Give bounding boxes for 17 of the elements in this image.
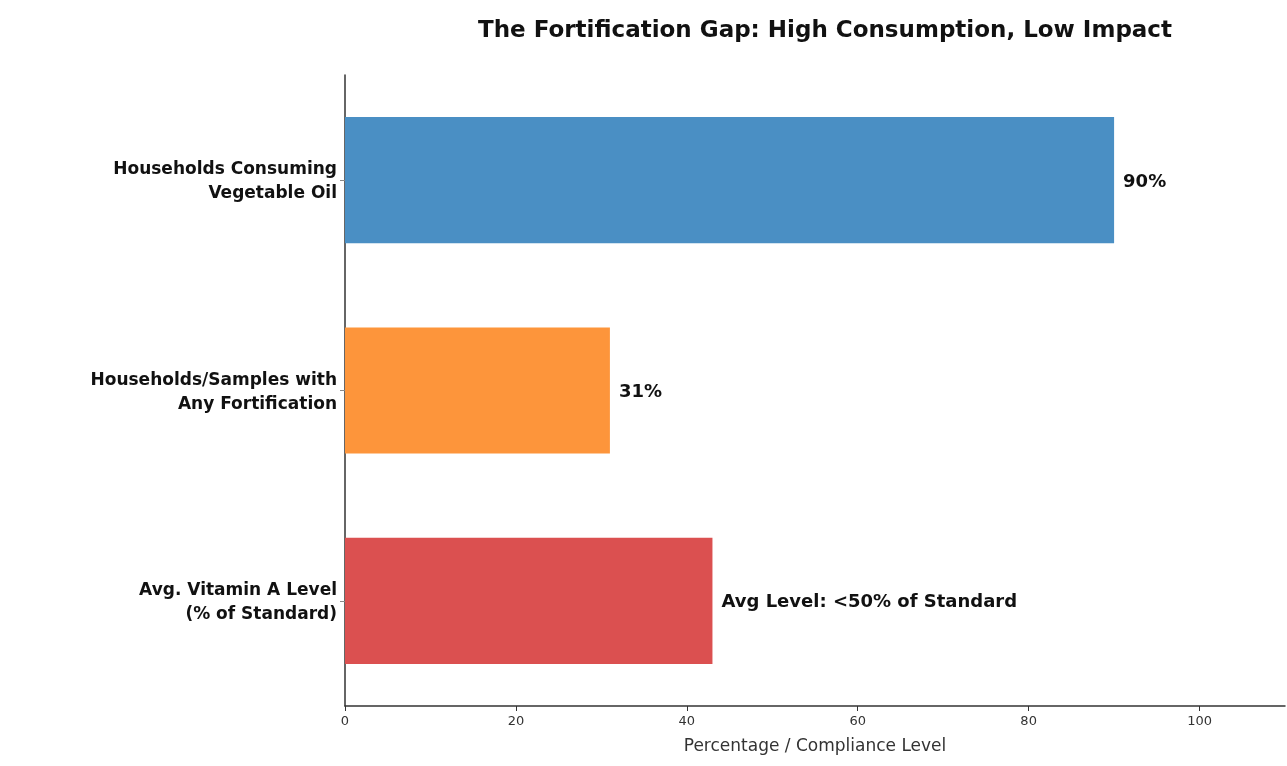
data-label: 90% — [1123, 169, 1167, 191]
data-label: 31% — [618, 380, 662, 401]
x-tick-label: 100 — [1187, 713, 1212, 728]
chart-title: The Fortification Gap: High Consumption, Low Impact — [478, 15, 1172, 42]
x-tick-label: 40 — [678, 713, 696, 728]
x-tick-label: 80 — [1020, 713, 1037, 728]
y-tick-label: Avg. Vitamin A Level (% of Standard) — [139, 578, 337, 623]
x-axis-title: Percentage / Compliance Level — [683, 734, 947, 755]
y-tick-label: Households Consuming Vegetable Oil — [113, 158, 337, 203]
bar — [345, 327, 610, 454]
bar — [345, 117, 1115, 244]
y-tick-label: Households/Samples with Any Fortification — [90, 368, 337, 413]
x-tick-label: 60 — [849, 713, 866, 728]
data-label: Avg Level: <50% of Standard — [721, 590, 1018, 612]
bar — [345, 537, 713, 664]
x-tick-label: 0 — [340, 713, 350, 728]
x-tick-label: 20 — [507, 713, 525, 728]
